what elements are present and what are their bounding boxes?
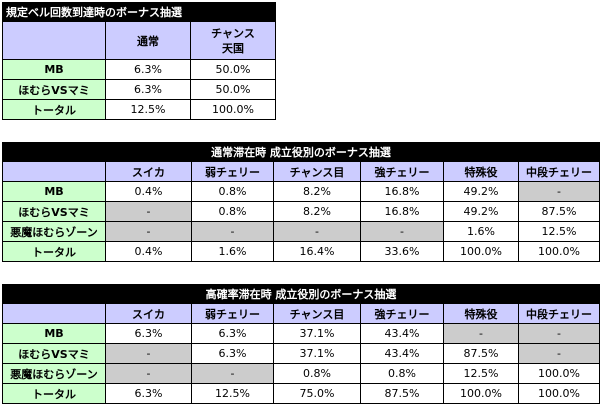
- row-label: ほむらVSマミ: [2, 79, 106, 100]
- table-row: 悪魔ほむらゾーン - -0.8% 0.8% 12.5% 100.0%: [2, 363, 600, 384]
- table-row: ほむらVSマミ -6.3% 37.1% 43.4% 87.5% -: [2, 343, 600, 364]
- column-header: 弱チェリー: [191, 303, 274, 324]
- table-cell: 6.3%: [105, 323, 192, 344]
- table-cell: 0.8%: [360, 363, 444, 384]
- table-cell: 33.6%: [360, 241, 444, 262]
- table-cell: 100.0%: [518, 383, 600, 404]
- table-cell: 12.5%: [191, 383, 274, 404]
- table-cell: 12.5%: [443, 363, 519, 384]
- row-label: ほむらVSマミ: [2, 343, 106, 364]
- column-header: 通常: [105, 21, 191, 60]
- column-header: 強チェリー: [360, 303, 444, 324]
- row-label: 悪魔ほむらゾーン: [2, 221, 106, 242]
- row-label: トータル: [2, 99, 106, 120]
- table-row: ほむらVSマミ -0.8% 8.2% 16.8% 49.2% 87.5%: [2, 201, 600, 222]
- table-cell: 8.2%: [273, 201, 361, 222]
- table-cell: 50.0%: [190, 59, 276, 80]
- table-cell: 37.1%: [273, 343, 361, 364]
- table-cell: -: [105, 363, 192, 384]
- column-header: 中段チェリー: [518, 303, 600, 324]
- table-cell: 87.5%: [360, 383, 444, 404]
- header-corner: [2, 161, 106, 182]
- table-cell: -: [273, 221, 361, 242]
- table-cell: -: [191, 221, 274, 242]
- header-corner: [2, 21, 106, 60]
- row-label: MB: [2, 59, 106, 80]
- row-label: MB: [2, 181, 106, 202]
- table-cell: -: [105, 221, 192, 242]
- column-header: 中段チェリー: [517, 161, 600, 182]
- table-cell: -: [518, 343, 600, 364]
- row-label: ほむらVSマミ: [2, 201, 106, 222]
- table-cell: 0.8%: [273, 363, 361, 384]
- table-cell: 75.0%: [273, 383, 361, 404]
- table-cell: 100.0%: [443, 241, 519, 262]
- table-cell: 12.5%: [105, 99, 191, 120]
- column-header: 強チェリー: [360, 161, 444, 182]
- header-corner: [2, 303, 106, 324]
- table-cell: 6.3%: [105, 79, 191, 100]
- table-title: 通常滞在時 成立役別のボーナス抽選: [1, 142, 600, 162]
- table-cell: 16.4%: [273, 241, 361, 262]
- table-cell: 1.6%: [443, 221, 519, 242]
- row-label: トータル: [2, 241, 106, 262]
- table-cell: 6.3%: [105, 383, 192, 404]
- table-cell: 16.8%: [360, 201, 444, 222]
- column-header: スイカ: [105, 303, 192, 324]
- row-label: 悪魔ほむらゾーン: [2, 363, 106, 384]
- table-row: トータル 6.3% 12.5% 75.0% 87.5% 100.0% 100.0%: [2, 383, 600, 404]
- table-cell: -: [191, 363, 274, 384]
- table-row: トータル 0.4% 1.6% 16.4% 33.6% 100.0% 100.0%: [2, 241, 600, 262]
- table-cell: 8.2%: [273, 181, 361, 202]
- column-header: チャンス目: [273, 303, 361, 324]
- table-cell: 87.5%: [443, 343, 519, 364]
- table-cell: 0.4%: [105, 181, 192, 202]
- row-label: MB: [2, 323, 106, 344]
- high-prob-stay-bonus-table: 高確率滞在時 成立役別のボーナス抽選 スイカ 弱チェリー チャンス目 強チェリー…: [2, 284, 600, 404]
- table-cell: 100.0%: [190, 99, 276, 120]
- table-cell: 100.0%: [517, 241, 600, 262]
- table-cell: 49.2%: [443, 181, 519, 202]
- row-label: トータル: [2, 383, 106, 404]
- table-cell: -: [105, 201, 192, 222]
- table-cell: -: [518, 323, 600, 344]
- table-cell: -: [360, 221, 444, 242]
- column-header: チャンス 天国: [190, 21, 276, 60]
- table-cell: 37.1%: [273, 323, 361, 344]
- table-cell: 0.4%: [105, 241, 192, 262]
- column-header: スイカ: [105, 161, 192, 182]
- table-cell: 0.8%: [191, 201, 274, 222]
- table-cell: -: [443, 323, 519, 344]
- table-title: 高確率滞在時 成立役別のボーナス抽選: [2, 284, 600, 304]
- table-cell: 1.6%: [191, 241, 274, 262]
- table-body: MB 0.4% 0.8% 8.2% 16.8% 49.2% - ほむらVSマミ -0.8% 8.2…: [2, 181, 600, 262]
- table-cell: 87.5%: [517, 201, 600, 222]
- table-row: MB 0.4% 0.8% 8.2% 16.8% 49.2% -: [2, 181, 600, 202]
- table-cell: 12.5%: [517, 221, 600, 242]
- table-cell: 100.0%: [443, 383, 519, 404]
- table-cell: 16.8%: [360, 181, 444, 202]
- column-header: 特殊役: [443, 161, 519, 182]
- table-cell: 6.3%: [191, 323, 274, 344]
- bell-count-bonus-table: 規定ベル回数到達時のボーナス抽選 通常 チャンス 天国 MB 6.3% 50.0…: [2, 2, 276, 120]
- table-cell: 49.2%: [443, 201, 519, 222]
- table-cell: -: [517, 181, 600, 202]
- column-header: チャンス目: [273, 161, 361, 182]
- table-row: 悪魔ほむらゾーン - - - -1.6% 12.5%: [2, 221, 600, 242]
- table-title: 規定ベル回数到達時のボーナス抽選: [2, 2, 276, 22]
- table-cell: 50.0%: [190, 79, 276, 100]
- table-cell: 6.3%: [191, 343, 274, 364]
- table-cell: 43.4%: [360, 323, 444, 344]
- table-row: MB 6.3% 6.3% 37.1% 43.4% - -: [2, 323, 600, 344]
- table-cell: -: [105, 343, 192, 364]
- table-cell: 43.4%: [360, 343, 444, 364]
- column-header: 特殊役: [443, 303, 519, 324]
- table-cell: 0.8%: [191, 181, 274, 202]
- table-cell: 100.0%: [518, 363, 600, 384]
- table-cell: 6.3%: [105, 59, 191, 80]
- table-body: MB 6.3% 6.3% 37.1% 43.4% - - ほむらVSマミ -6.3% 37.1% 4…: [2, 323, 600, 404]
- column-header: 弱チェリー: [191, 161, 274, 182]
- normal-stay-bonus-table: 通常滞在時 成立役別のボーナス抽選 スイカ 弱チェリー チャンス目 強チェリー …: [1, 142, 600, 262]
